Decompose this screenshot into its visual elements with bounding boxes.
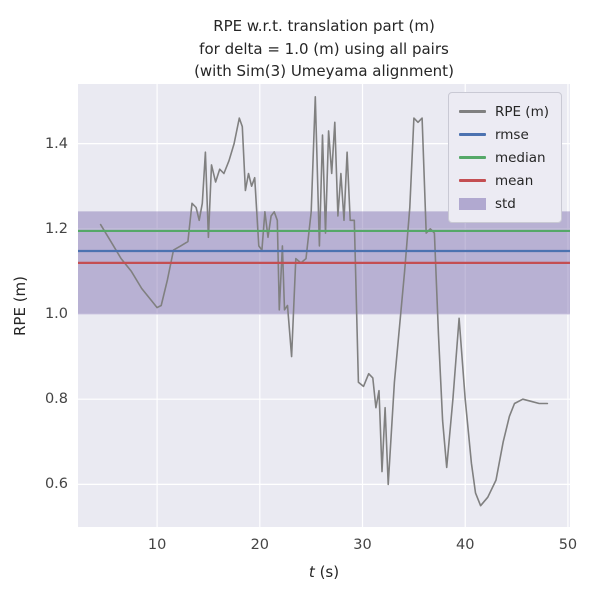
rpe-line-swatch-icon bbox=[458, 110, 486, 113]
legend-item-rpe: RPE (m) bbox=[458, 100, 549, 123]
y-tick-label: 1.4 bbox=[44, 135, 68, 152]
legend: RPE (m) rmse median mean std bbox=[447, 92, 562, 223]
std-patch-swatch-icon bbox=[458, 197, 486, 210]
legend-item-mean: mean bbox=[458, 169, 549, 192]
legend-label-mean: mean bbox=[494, 172, 534, 189]
y-axis-label: RPE (m) bbox=[11, 275, 29, 337]
x-tick-label: 40 bbox=[455, 537, 475, 553]
x-tick-label: 10 bbox=[147, 537, 167, 553]
legend-label-rpe: RPE (m) bbox=[494, 103, 549, 120]
median-line-swatch-icon bbox=[458, 156, 486, 159]
x-axis-label-variable: t bbox=[308, 563, 315, 581]
rmse-line-swatch-icon bbox=[458, 133, 486, 136]
legend-item-rmse: rmse bbox=[458, 123, 549, 146]
mean-line-swatch-icon bbox=[458, 179, 486, 182]
rpe-line-chart bbox=[78, 84, 570, 527]
x-axis-label: t (s) bbox=[78, 563, 570, 581]
x-tick-label: 30 bbox=[353, 537, 372, 553]
y-tick-label: 1.0 bbox=[44, 306, 68, 323]
legend-item-std: std bbox=[458, 192, 549, 215]
y-tick-label: 0.6 bbox=[44, 476, 68, 493]
chart-title: RPE w.r.t. translation part (m) for delt… bbox=[194, 17, 454, 80]
legend-label-rmse: rmse bbox=[494, 126, 529, 143]
x-tick-label: 20 bbox=[250, 537, 270, 553]
x-tick-label: 50 bbox=[558, 537, 578, 553]
x-axis-label-unit: (s) bbox=[314, 563, 340, 581]
legend-label-std: std bbox=[494, 195, 516, 212]
legend-item-median: median bbox=[458, 146, 549, 169]
legend-label-median: median bbox=[494, 149, 546, 166]
y-tick-label: 1.2 bbox=[44, 220, 68, 237]
y-tick-label: 0.8 bbox=[44, 391, 68, 408]
